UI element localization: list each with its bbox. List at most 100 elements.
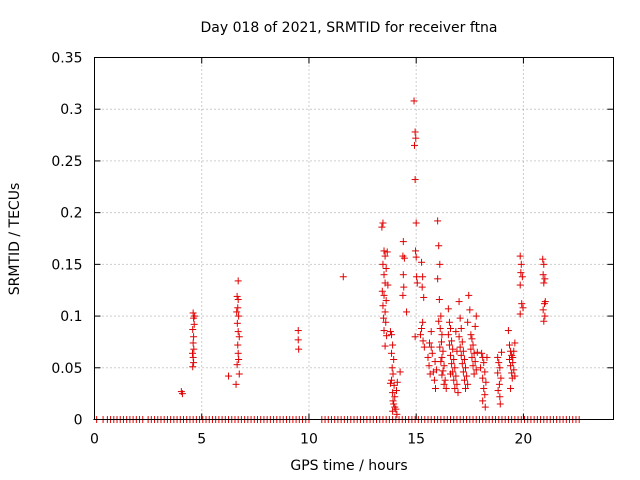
y-tick-label: 0.3 (60, 102, 82, 118)
y-tick-label: 0.05 (51, 361, 82, 377)
x-tick-label: 0 (90, 432, 99, 448)
data-point (447, 324, 455, 332)
data-point (477, 364, 485, 372)
data-point (225, 372, 233, 380)
data-point (447, 351, 455, 359)
data-point (511, 339, 519, 347)
data-point (380, 327, 388, 335)
data-point (390, 381, 398, 389)
data-point (518, 300, 526, 308)
data-point (540, 260, 548, 268)
data-point (539, 306, 547, 314)
data-point (517, 260, 525, 268)
y-tick-label: 0 (74, 413, 83, 429)
x-axis-label: GPS time / hours (290, 458, 407, 474)
data-point (419, 273, 427, 281)
data-point (191, 312, 199, 320)
data-point (496, 400, 504, 408)
data-point (438, 338, 446, 346)
data-point (462, 364, 470, 372)
data-point (462, 384, 470, 392)
data-point (416, 331, 424, 339)
data-point (389, 370, 397, 378)
data-point (498, 348, 506, 356)
data-point (382, 297, 390, 305)
data-point (380, 271, 388, 279)
tick-labels: 0 5 10 15 20 0 0.05 0.1 0.15 0.2 0.25 0.3 0.35 (51, 51, 532, 448)
data-point (438, 353, 446, 361)
data-point (481, 391, 489, 399)
data-point (436, 343, 444, 351)
data-point (190, 333, 198, 341)
data-point (379, 219, 387, 227)
data-point (440, 362, 448, 370)
x-tick-label: 5 (197, 432, 206, 448)
data-point (379, 260, 387, 268)
data-point (497, 374, 505, 382)
data-point (378, 223, 386, 231)
data-point (403, 308, 411, 316)
data-point (519, 304, 527, 312)
data-point (442, 384, 450, 392)
data-point (445, 318, 453, 326)
data-point (383, 248, 391, 256)
plot-frame (94, 57, 614, 420)
data-point (517, 269, 525, 277)
data-point (418, 283, 426, 291)
data-point (469, 341, 477, 349)
data-point (444, 331, 452, 339)
data-point (388, 349, 396, 357)
data-point (451, 364, 459, 372)
x-tick-label: 10 (300, 432, 318, 448)
data-point (496, 364, 504, 372)
data-point (457, 324, 465, 332)
data-point (412, 253, 420, 261)
data-point (480, 359, 488, 367)
data-point (294, 327, 302, 335)
data-point (508, 374, 516, 382)
data-point (470, 349, 478, 357)
data-point (459, 347, 467, 355)
data-point (400, 283, 408, 291)
data-point (465, 291, 473, 299)
data-point (452, 372, 460, 380)
data-point (445, 341, 453, 349)
data-point (389, 397, 397, 405)
data-point (516, 252, 524, 260)
data-point (388, 364, 396, 372)
y-tick-label: 0.35 (51, 51, 82, 67)
data-point (392, 387, 400, 395)
data-point (418, 324, 426, 332)
data-point (410, 141, 418, 149)
y-axis-label: SRMTID / TECUs (7, 183, 23, 296)
data-point (178, 390, 186, 398)
data-point (480, 384, 488, 392)
data-point (436, 260, 444, 268)
data-point (472, 366, 480, 374)
data-point (189, 326, 197, 334)
data-point (435, 242, 443, 250)
data-point (399, 271, 407, 279)
data-point (424, 353, 432, 361)
y-tick-label: 0.25 (51, 154, 82, 170)
data-point (389, 407, 397, 415)
data-point (382, 264, 390, 272)
data-point (428, 349, 436, 357)
data-point (235, 333, 243, 341)
data-point (400, 254, 408, 262)
data-point (494, 353, 502, 361)
data-point (380, 314, 388, 322)
data-point (420, 293, 428, 301)
data-point (495, 359, 503, 367)
data-point (437, 358, 445, 366)
data-point (420, 343, 428, 351)
data-point (234, 277, 242, 285)
data-point (431, 384, 439, 392)
data-point (448, 337, 456, 345)
data-point (460, 356, 468, 364)
data-point (389, 341, 397, 349)
data-point (469, 362, 477, 370)
data-point (467, 345, 475, 353)
data-point (478, 349, 486, 357)
